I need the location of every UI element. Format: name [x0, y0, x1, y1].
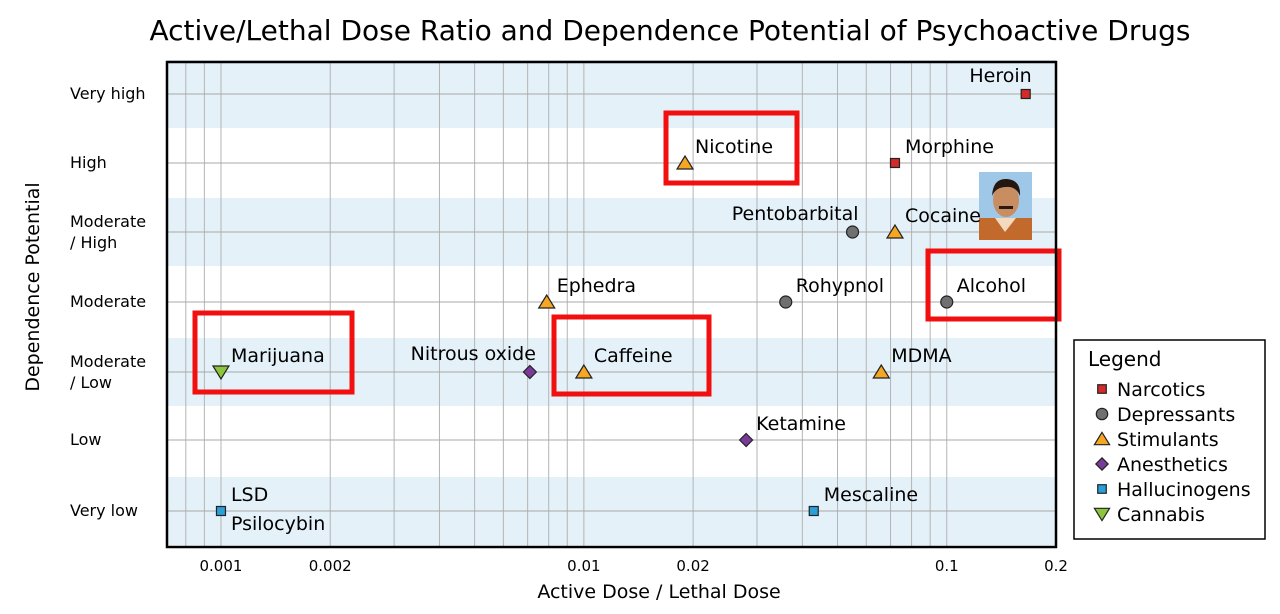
data-point	[675, 154, 695, 170]
point-label: Nicotine	[695, 136, 773, 158]
data-point	[522, 364, 538, 380]
x-axis-ticks: 0.001 0.002 0.01 0.02 0.1 0.2	[200, 557, 1068, 575]
legend-item: Anesthetics	[1117, 454, 1228, 476]
x-tick-label: 0.001	[200, 557, 243, 575]
y-axis-label: Dependence Potential	[22, 182, 44, 391]
legend-item: Stimulants	[1117, 429, 1219, 451]
data-point	[738, 432, 754, 448]
legend-marker	[1097, 484, 1107, 494]
x-tick-label: 0.01	[567, 557, 600, 575]
data-point	[808, 505, 819, 517]
highlight-boxes	[192, 110, 1062, 397]
legend-marker	[1094, 456, 1110, 472]
data-point	[872, 363, 891, 379]
point-label: Caffeine	[594, 345, 673, 367]
legend-item: Hallucinogens	[1117, 479, 1251, 501]
x-tick-label: 0.2	[1044, 557, 1068, 575]
point-label: Morphine	[905, 136, 994, 158]
point-label: Alcohol	[957, 275, 1026, 297]
data-point	[215, 505, 227, 517]
legend: Legend Narcotics Depressants Stimulants Anes…	[1073, 339, 1266, 540]
y-axis-categories: Very low Low Moderate / Low Moderate Moderate…	[70, 84, 146, 520]
highlight-box	[925, 248, 1062, 322]
point-label: Heroin	[969, 65, 1031, 87]
y-category-label: Moderate / High	[70, 212, 146, 252]
legend-marker	[1097, 384, 1107, 394]
point-label: Nitrous oxide	[411, 343, 536, 365]
point-labels: Heroin Morphine Nicotine Pentobarbital Cocai…	[231, 65, 1032, 535]
point-label: Ketamine	[756, 413, 846, 435]
y-category-label: Low	[70, 430, 102, 449]
data-point	[779, 295, 793, 309]
x-tick-label: 0.002	[309, 557, 352, 575]
chart-title: Active/Lethal Dose Ratio and Dependence …	[150, 14, 1191, 47]
legend-item: Narcotics	[1117, 379, 1205, 401]
highlight-box	[192, 310, 355, 395]
point-label: Rohypnol	[796, 275, 884, 297]
data-point	[1020, 88, 1031, 100]
point-label: Pentobarbital	[732, 203, 859, 225]
point-label: Marijuana	[231, 345, 325, 367]
point-label: MDMA	[891, 345, 951, 367]
point-label: Mescaline	[824, 484, 918, 506]
y-category-label: High	[70, 153, 107, 172]
point-label: Psilocybin	[231, 513, 325, 535]
data-points	[211, 88, 1031, 517]
point-label: Ephedra	[557, 275, 636, 297]
legend-item: Depressants	[1117, 404, 1235, 426]
data-point	[574, 363, 593, 379]
point-label: LSD	[231, 484, 268, 506]
data-point	[889, 157, 901, 169]
legend-marker	[1095, 407, 1109, 421]
y-category-label: Very high	[70, 84, 146, 103]
y-category-label: Moderate	[70, 292, 146, 311]
data-point	[940, 295, 954, 309]
y-category-label: Moderate / Low	[70, 352, 146, 392]
y-category-label: Very low	[70, 501, 138, 520]
legend-title: Legend	[1088, 347, 1161, 371]
plot-frame	[165, 60, 1058, 549]
data-point	[537, 293, 556, 309]
data-point	[211, 365, 231, 381]
x-tick-label: 0.02	[676, 557, 709, 575]
point-label: Cocaine	[905, 205, 981, 227]
x-tick-label: 0.1	[935, 557, 959, 575]
legend-marker	[1093, 507, 1111, 522]
highlight-box	[663, 110, 800, 186]
legend-item: Cannabis	[1117, 504, 1205, 526]
highlight-box	[551, 314, 712, 397]
data-point	[885, 223, 905, 239]
data-point	[845, 225, 860, 239]
legend-marker	[1093, 431, 1111, 446]
grid-lines	[167, 62, 1057, 547]
portrait-photo	[979, 172, 1032, 240]
x-axis-label: Active Dose / Lethal Dose	[537, 581, 780, 603]
